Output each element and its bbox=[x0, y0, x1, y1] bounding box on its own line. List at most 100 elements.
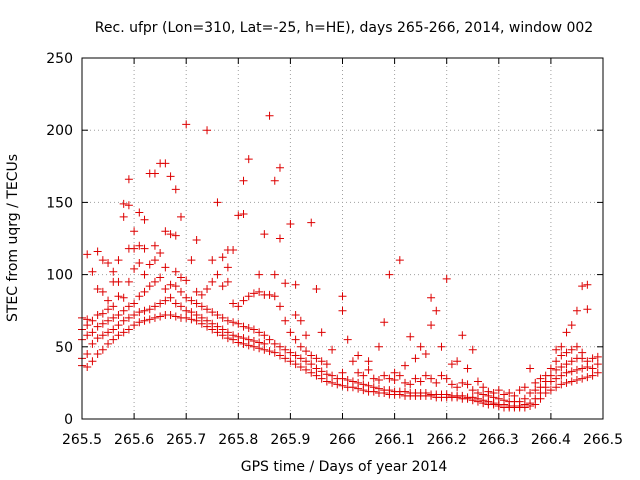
data-point bbox=[500, 390, 509, 399]
data-point bbox=[307, 351, 316, 360]
data-point bbox=[338, 381, 347, 390]
data-point bbox=[458, 378, 467, 387]
data-point bbox=[489, 389, 498, 398]
data-point bbox=[364, 365, 373, 374]
x-tick-label: 266 bbox=[329, 432, 356, 448]
data-point bbox=[145, 282, 154, 291]
data-point bbox=[182, 120, 191, 129]
data-point bbox=[166, 293, 175, 302]
y-tick-label: 50 bbox=[55, 340, 73, 356]
data-point bbox=[484, 387, 493, 396]
data-point bbox=[369, 374, 378, 383]
data-point bbox=[130, 227, 139, 236]
data-point bbox=[182, 306, 191, 315]
data-point bbox=[520, 383, 529, 392]
data-point bbox=[150, 256, 159, 265]
data-point bbox=[140, 270, 149, 279]
data-point bbox=[150, 277, 159, 286]
data-point bbox=[104, 316, 113, 325]
data-point bbox=[187, 296, 196, 305]
data-point bbox=[546, 371, 555, 380]
y-tick-label: 0 bbox=[64, 412, 73, 428]
data-point bbox=[406, 332, 415, 341]
data-point bbox=[234, 211, 243, 220]
data-point bbox=[270, 339, 279, 348]
data-point bbox=[176, 287, 185, 296]
data-point bbox=[505, 389, 514, 398]
data-point bbox=[270, 270, 279, 279]
data-point bbox=[265, 111, 274, 120]
data-point bbox=[249, 337, 258, 346]
x-axis-label: GPS time / Days of year 2014 bbox=[241, 459, 448, 475]
data-point bbox=[546, 386, 555, 395]
data-point bbox=[588, 371, 597, 380]
data-point bbox=[453, 383, 462, 392]
data-point bbox=[171, 231, 180, 240]
data-point bbox=[536, 374, 545, 383]
data-point bbox=[88, 267, 97, 276]
data-point bbox=[260, 339, 269, 348]
data-point bbox=[562, 348, 571, 357]
data-point bbox=[369, 383, 378, 392]
data-point bbox=[83, 250, 92, 259]
data-point bbox=[260, 331, 269, 340]
data-point bbox=[338, 292, 347, 301]
grid-lines bbox=[82, 58, 603, 419]
data-point bbox=[583, 373, 592, 382]
data-point bbox=[390, 376, 399, 385]
data-point bbox=[83, 363, 92, 372]
data-point bbox=[156, 299, 165, 308]
data-point bbox=[119, 199, 128, 208]
data-point bbox=[406, 380, 415, 389]
data-point bbox=[244, 335, 253, 344]
data-markers bbox=[78, 111, 602, 412]
data-point bbox=[411, 374, 420, 383]
data-point bbox=[135, 318, 144, 327]
y-tick-label: 150 bbox=[46, 195, 73, 211]
data-point bbox=[562, 378, 571, 387]
data-point bbox=[562, 360, 571, 369]
data-point bbox=[578, 364, 587, 373]
data-point bbox=[421, 389, 430, 398]
data-point bbox=[380, 371, 389, 380]
data-point bbox=[114, 321, 123, 330]
data-point bbox=[557, 380, 566, 389]
data-point bbox=[578, 282, 587, 291]
data-point bbox=[187, 308, 196, 317]
data-point bbox=[98, 319, 107, 328]
data-point bbox=[161, 285, 170, 294]
data-point bbox=[104, 305, 113, 314]
data-point bbox=[286, 348, 295, 357]
data-point bbox=[296, 354, 305, 363]
data-point bbox=[468, 393, 477, 402]
data-point bbox=[468, 345, 477, 354]
data-point bbox=[192, 235, 201, 244]
data-point bbox=[291, 360, 300, 369]
data-point bbox=[197, 313, 206, 322]
data-point bbox=[526, 364, 535, 373]
data-point bbox=[515, 386, 524, 395]
data-point bbox=[176, 212, 185, 221]
data-point bbox=[234, 319, 243, 328]
data-point bbox=[437, 371, 446, 380]
data-point bbox=[124, 175, 133, 184]
data-point bbox=[83, 315, 92, 324]
data-point bbox=[291, 280, 300, 289]
data-point bbox=[166, 172, 175, 181]
data-point bbox=[588, 354, 597, 363]
data-point bbox=[552, 357, 561, 366]
data-point bbox=[296, 363, 305, 372]
data-point bbox=[348, 357, 357, 366]
data-point bbox=[270, 176, 279, 185]
data-point bbox=[88, 357, 97, 366]
data-point bbox=[249, 289, 258, 298]
data-point bbox=[328, 345, 337, 354]
data-point bbox=[557, 351, 566, 360]
data-point bbox=[244, 292, 253, 301]
data-point bbox=[572, 365, 581, 374]
data-point bbox=[255, 328, 264, 337]
data-point bbox=[98, 309, 107, 318]
data-point bbox=[213, 270, 222, 279]
data-point bbox=[229, 331, 238, 340]
data-point bbox=[88, 339, 97, 348]
